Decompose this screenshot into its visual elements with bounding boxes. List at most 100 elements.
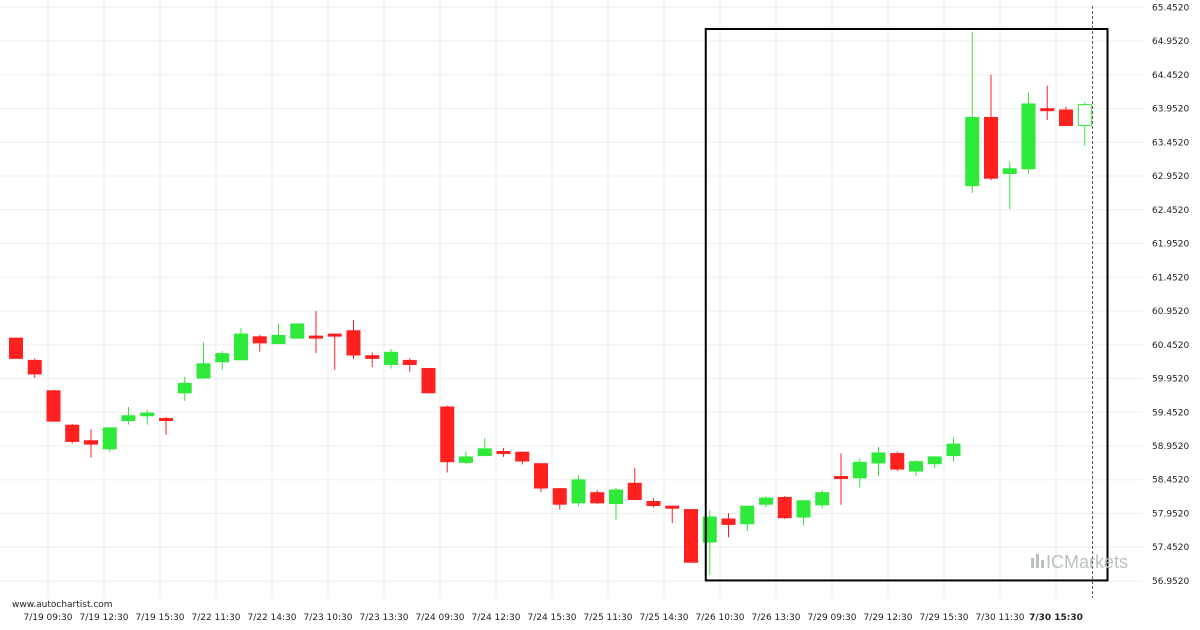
candle xyxy=(684,508,698,563)
brand-logo-text: ICMarkets xyxy=(1046,552,1128,572)
candle xyxy=(965,31,980,194)
y-tick-label: 59.4520 xyxy=(1152,408,1189,418)
brand-watermark: ICMarkets xyxy=(1031,552,1128,572)
candle-body xyxy=(1021,103,1036,170)
x-tick-label: 7/25 11:30 xyxy=(583,613,632,623)
candle xyxy=(946,437,961,462)
candle xyxy=(46,390,61,422)
brand-bar-1 xyxy=(1031,558,1034,568)
candle-body xyxy=(140,412,155,417)
candle-body xyxy=(9,337,23,359)
candle-body xyxy=(777,496,792,519)
grid-lines xyxy=(0,0,1143,598)
candle xyxy=(627,467,642,501)
candle xyxy=(927,456,942,469)
candle-body xyxy=(177,382,192,394)
candle-body xyxy=(909,461,923,472)
x-axis: 7/19 09:30 7/19 12:30 7/19 15:30 7/22 11:30… xyxy=(23,613,1082,623)
candle-body xyxy=(459,456,473,463)
candle-body xyxy=(796,500,811,518)
candle xyxy=(515,451,530,465)
x-tick-label: 7/23 10:30 xyxy=(303,613,352,623)
candle-body xyxy=(721,518,736,525)
x-tick-label: 7/19 12:30 xyxy=(79,613,128,623)
y-tick-label: 61.4520 xyxy=(1152,273,1189,283)
candle xyxy=(27,358,42,378)
candle-body xyxy=(346,330,361,356)
x-tick-label: 7/29 09:30 xyxy=(807,613,856,623)
y-tick-label: 57.9520 xyxy=(1152,509,1189,519)
candle-body xyxy=(65,424,80,442)
candle-body xyxy=(102,427,117,450)
y-tick-label: 56.9520 xyxy=(1152,577,1189,587)
x-tick-label: 7/26 13:30 xyxy=(751,613,800,623)
candle xyxy=(309,311,323,353)
candle xyxy=(759,496,773,508)
candle xyxy=(815,490,830,509)
candle-body xyxy=(402,359,417,365)
candle xyxy=(121,406,136,425)
x-tick-label: 7/30 11:30 xyxy=(975,613,1024,623)
candle-body xyxy=(1040,108,1055,112)
site-watermark: www.autochartist.com xyxy=(12,600,113,610)
candle xyxy=(740,505,755,532)
y-tick-label: 60.9520 xyxy=(1152,307,1189,317)
candle xyxy=(777,496,792,520)
candle-body xyxy=(496,451,511,455)
x-tick-label: 7/19 09:30 xyxy=(23,613,72,623)
y-tick-label: 58.9520 xyxy=(1152,442,1189,452)
candle-body xyxy=(684,509,698,563)
candle xyxy=(665,505,680,524)
candle xyxy=(271,323,286,345)
candle-body xyxy=(834,476,848,480)
candle xyxy=(102,427,117,453)
candle xyxy=(84,429,98,458)
x-tick-label: 7/29 15:30 xyxy=(919,613,968,623)
candle xyxy=(9,337,23,359)
candle-body xyxy=(852,461,867,479)
candle xyxy=(327,333,342,370)
candle-body xyxy=(515,451,530,462)
candle xyxy=(909,460,923,476)
candle-body xyxy=(215,353,230,363)
candles xyxy=(9,31,1092,576)
candle-body xyxy=(159,417,173,421)
candle xyxy=(552,487,567,510)
candle xyxy=(609,487,623,520)
brand-suffix: Markets xyxy=(1064,552,1128,572)
candle-body xyxy=(252,336,267,344)
candle-body xyxy=(927,456,942,465)
brand-bar-3 xyxy=(1041,560,1044,568)
x-tick-label: 7/26 10:30 xyxy=(695,613,744,623)
candle-body xyxy=(984,116,998,179)
candle-body xyxy=(290,323,305,339)
candle-body xyxy=(421,368,436,394)
candle-body xyxy=(477,448,492,457)
candle xyxy=(346,319,361,360)
candle-body xyxy=(665,505,680,509)
candle-body xyxy=(365,355,380,359)
candle xyxy=(365,352,380,368)
candle-body xyxy=(759,497,773,505)
candle xyxy=(196,342,211,379)
y-tick-label: 57.4520 xyxy=(1152,543,1189,553)
candle xyxy=(459,451,473,465)
x-tick-label: 7/24 15:30 xyxy=(527,613,576,623)
candle xyxy=(590,490,605,505)
candle-body xyxy=(46,390,61,422)
candle-body xyxy=(646,500,661,507)
candle-body xyxy=(534,463,548,489)
candle xyxy=(1059,106,1073,127)
candle xyxy=(1077,101,1092,146)
x-tick-label: 7/22 14:30 xyxy=(247,613,296,623)
candle-body xyxy=(740,505,755,525)
y-tick-label: 63.9520 xyxy=(1152,105,1189,115)
candle-body xyxy=(965,116,980,187)
brand-bar-2 xyxy=(1036,554,1039,568)
candle xyxy=(140,409,155,425)
candle-body xyxy=(440,406,455,463)
candle-body xyxy=(609,489,623,505)
candle xyxy=(1021,92,1036,174)
x-tick-label: 7/30 15:30 xyxy=(1029,613,1083,623)
x-tick-label: 7/25 14:30 xyxy=(639,613,688,623)
